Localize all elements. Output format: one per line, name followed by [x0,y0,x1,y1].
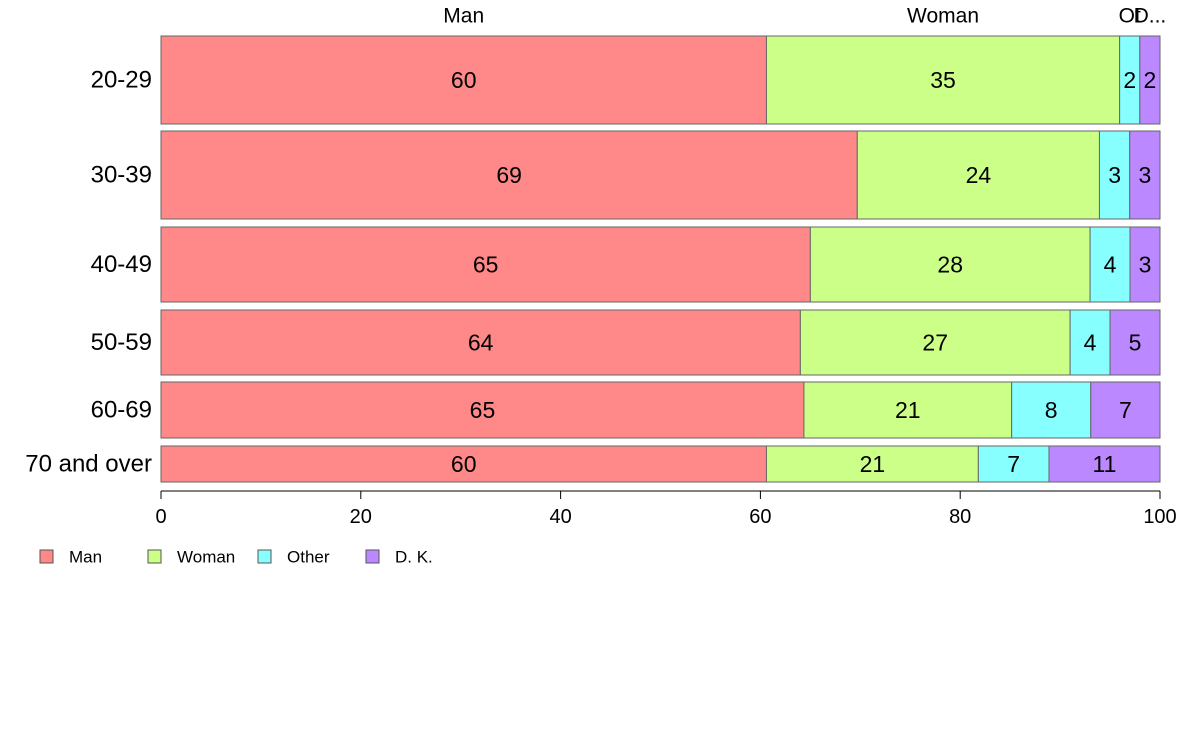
bar-20-29-man [160,35,767,125]
bar-label-20-29-woman: 35 [930,67,956,93]
legend-swatch-d-k [365,549,380,564]
bar-label-70-and-over-woman: 21 [860,451,886,477]
bar-label-30-39-woman: 24 [966,162,992,188]
legend-label-woman: Woman [177,548,235,567]
bar-label-30-39-other: 3 [1108,162,1121,188]
bar-70-and-over-d-k [1048,445,1161,483]
top-label-0: Man [443,5,484,28]
row-label-40-49: 40-49 [91,251,152,278]
bar-70-and-over-other [977,445,1050,483]
x-axis: 0 20 40 60 80 100 [155,490,1177,528]
x-tick-label-40: 40 [549,506,571,528]
row-label-50-59: 50-59 [91,329,152,356]
row-label-60-69: 60-69 [91,397,152,424]
x-tick-label-0: 0 [155,506,166,528]
bar-30-39-woman [856,130,1100,220]
bar-label-40-49-other: 4 [1104,252,1117,278]
row-label-70-and-over: 70 and over [25,451,152,478]
legend: Man Woman Other D. K. [39,548,433,567]
row-label-20-29: 20-29 [91,67,152,94]
bar-label-50-59-d-k: 5 [1129,330,1142,356]
bar-40-49-man [160,226,811,303]
row-labels: 20-29 30-39 40-49 50-59 60-69 70 and over [25,67,152,478]
bar-label-50-59-other: 4 [1084,330,1097,356]
bar-label-40-49-d-k: 3 [1139,252,1152,278]
bar-60-69-d-k [1090,381,1161,439]
x-tick-label-80: 80 [949,506,971,528]
bar-label-20-29-d-k: 2 [1144,67,1157,93]
bar-40-49-d-k [1129,226,1161,303]
x-tick-label-20: 20 [350,506,372,528]
bar-label-40-49-man: 65 [473,252,499,278]
x-tick-label-60: 60 [749,506,771,528]
bar-60-69-other [1011,381,1092,439]
bar-label-20-29-man: 60 [451,67,477,93]
bar-label-30-39-d-k: 3 [1138,162,1151,188]
bar-label-30-39-man: 69 [496,162,522,188]
bar-label-20-29-other: 2 [1123,67,1136,93]
legend-label-other: Other [287,548,330,567]
legend-label-man: Man [69,548,102,567]
legend-label-d-k: D. K. [395,548,433,567]
top-labels: Man Woman OtD... [443,5,1166,28]
legend-swatch-woman [147,549,162,564]
bar-30-39-other [1098,130,1131,220]
bar-30-39-d-k [1129,130,1161,220]
bar-50-59-d-k [1109,309,1161,376]
bar-label-60-69-woman: 21 [895,397,921,423]
bar-label-40-49-woman: 28 [937,252,963,278]
x-tick-label-100: 100 [1143,506,1176,528]
bar-30-39-man [160,130,858,220]
top-label-3: D... [1134,5,1167,28]
legend-swatch-man [39,549,54,564]
bar-label-70-and-over-man: 60 [451,451,477,477]
bar-20-29-woman [765,35,1121,125]
row-label-30-39: 30-39 [91,162,152,189]
bar-40-49-other [1089,226,1131,303]
bar-label-60-69-d-k: 7 [1119,397,1132,423]
bar-50-59-other [1069,309,1111,376]
bar-40-49-woman [809,226,1091,303]
top-label-1: Woman [907,5,979,28]
bars-group: 60 35 2 269 24 3 365 28 4 364 27 4 565 21 8 760 21 7 11 [160,35,1161,483]
bar-label-60-69-other: 8 [1045,397,1058,423]
legend-swatch-other [257,549,272,564]
bar-label-70-and-over-d-k: 11 [1093,451,1117,477]
bar-50-59-woman [799,309,1071,376]
bar-label-60-69-man: 65 [470,397,496,423]
bar-label-50-59-woman: 27 [922,330,948,356]
bar-20-29-d-k [1139,35,1161,125]
bar-label-70-and-over-other: 7 [1007,451,1020,477]
bar-label-50-59-man: 64 [468,330,494,356]
bar-50-59-man [160,309,801,376]
top-label-2: Ot [1119,5,1141,28]
